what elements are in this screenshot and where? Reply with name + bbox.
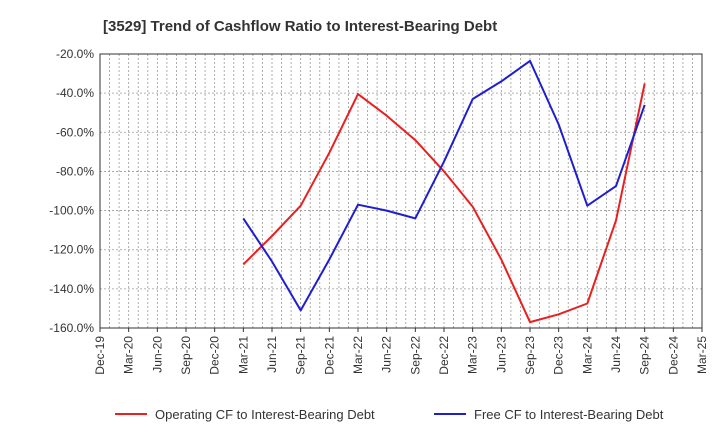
x-tick-label: Dec-24 bbox=[666, 336, 680, 375]
y-tick-label: -120.0% bbox=[49, 243, 94, 257]
y-tick-label: -140.0% bbox=[49, 282, 94, 296]
series-line-operating-cf bbox=[242, 83, 646, 324]
x-tick-label: Dec-21 bbox=[322, 336, 336, 375]
x-tick-label: Dec-23 bbox=[552, 336, 566, 375]
x-tick-label: Sep-20 bbox=[179, 336, 193, 375]
chart-title: [3529] Trend of Cashflow Ratio to Intere… bbox=[103, 18, 497, 35]
x-tick-label: Mar-24 bbox=[580, 336, 594, 374]
y-tick-label: -40.0% bbox=[56, 86, 94, 100]
y-tick-label: -160.0% bbox=[49, 321, 94, 335]
x-tick-label: Sep-21 bbox=[294, 336, 308, 375]
x-tick-label: Sep-24 bbox=[638, 336, 652, 375]
x-tick-label: Sep-22 bbox=[408, 336, 422, 375]
x-tick-label: Jun-20 bbox=[150, 336, 164, 373]
x-tick-label: Jun-22 bbox=[380, 336, 394, 373]
x-tick-label: Mar-23 bbox=[466, 336, 480, 374]
x-tick-label: Dec-22 bbox=[437, 336, 451, 375]
x-tick-label: Mar-21 bbox=[236, 336, 250, 374]
series-line-free-cf bbox=[242, 59, 646, 312]
x-tick-label: Jun-23 bbox=[494, 336, 508, 373]
y-tick-label: -100.0% bbox=[49, 204, 94, 218]
x-tick-label: Jun-24 bbox=[609, 336, 623, 373]
plot-background bbox=[100, 54, 702, 328]
plot-border bbox=[99, 53, 703, 329]
x-tick-label: Jun-21 bbox=[265, 336, 279, 373]
x-tick-label: Dec-19 bbox=[93, 336, 107, 375]
x-tick-label: Mar-25 bbox=[695, 336, 709, 374]
legend: Operating CF to Interest-Bearing Debt Fre… bbox=[115, 407, 664, 422]
plot-area: -20.0% -40.0% -60.0% -80.0% -100.0% -120.0% -1… bbox=[49, 47, 709, 375]
x-tick-label: Dec-20 bbox=[208, 336, 222, 375]
legend-label-operating-cf: Operating CF to Interest-Bearing Debt bbox=[155, 407, 375, 422]
x-tick-label: Mar-22 bbox=[351, 336, 365, 374]
x-tick-label: Sep-23 bbox=[523, 336, 537, 375]
legend-label-free-cf: Free CF to Interest-Bearing Debt bbox=[474, 407, 664, 422]
y-tick-label: -80.0% bbox=[56, 164, 94, 178]
y-tick-label: -20.0% bbox=[56, 47, 94, 61]
y-tick-label: -60.0% bbox=[56, 125, 94, 139]
x-tick-label: Mar-20 bbox=[122, 336, 136, 374]
